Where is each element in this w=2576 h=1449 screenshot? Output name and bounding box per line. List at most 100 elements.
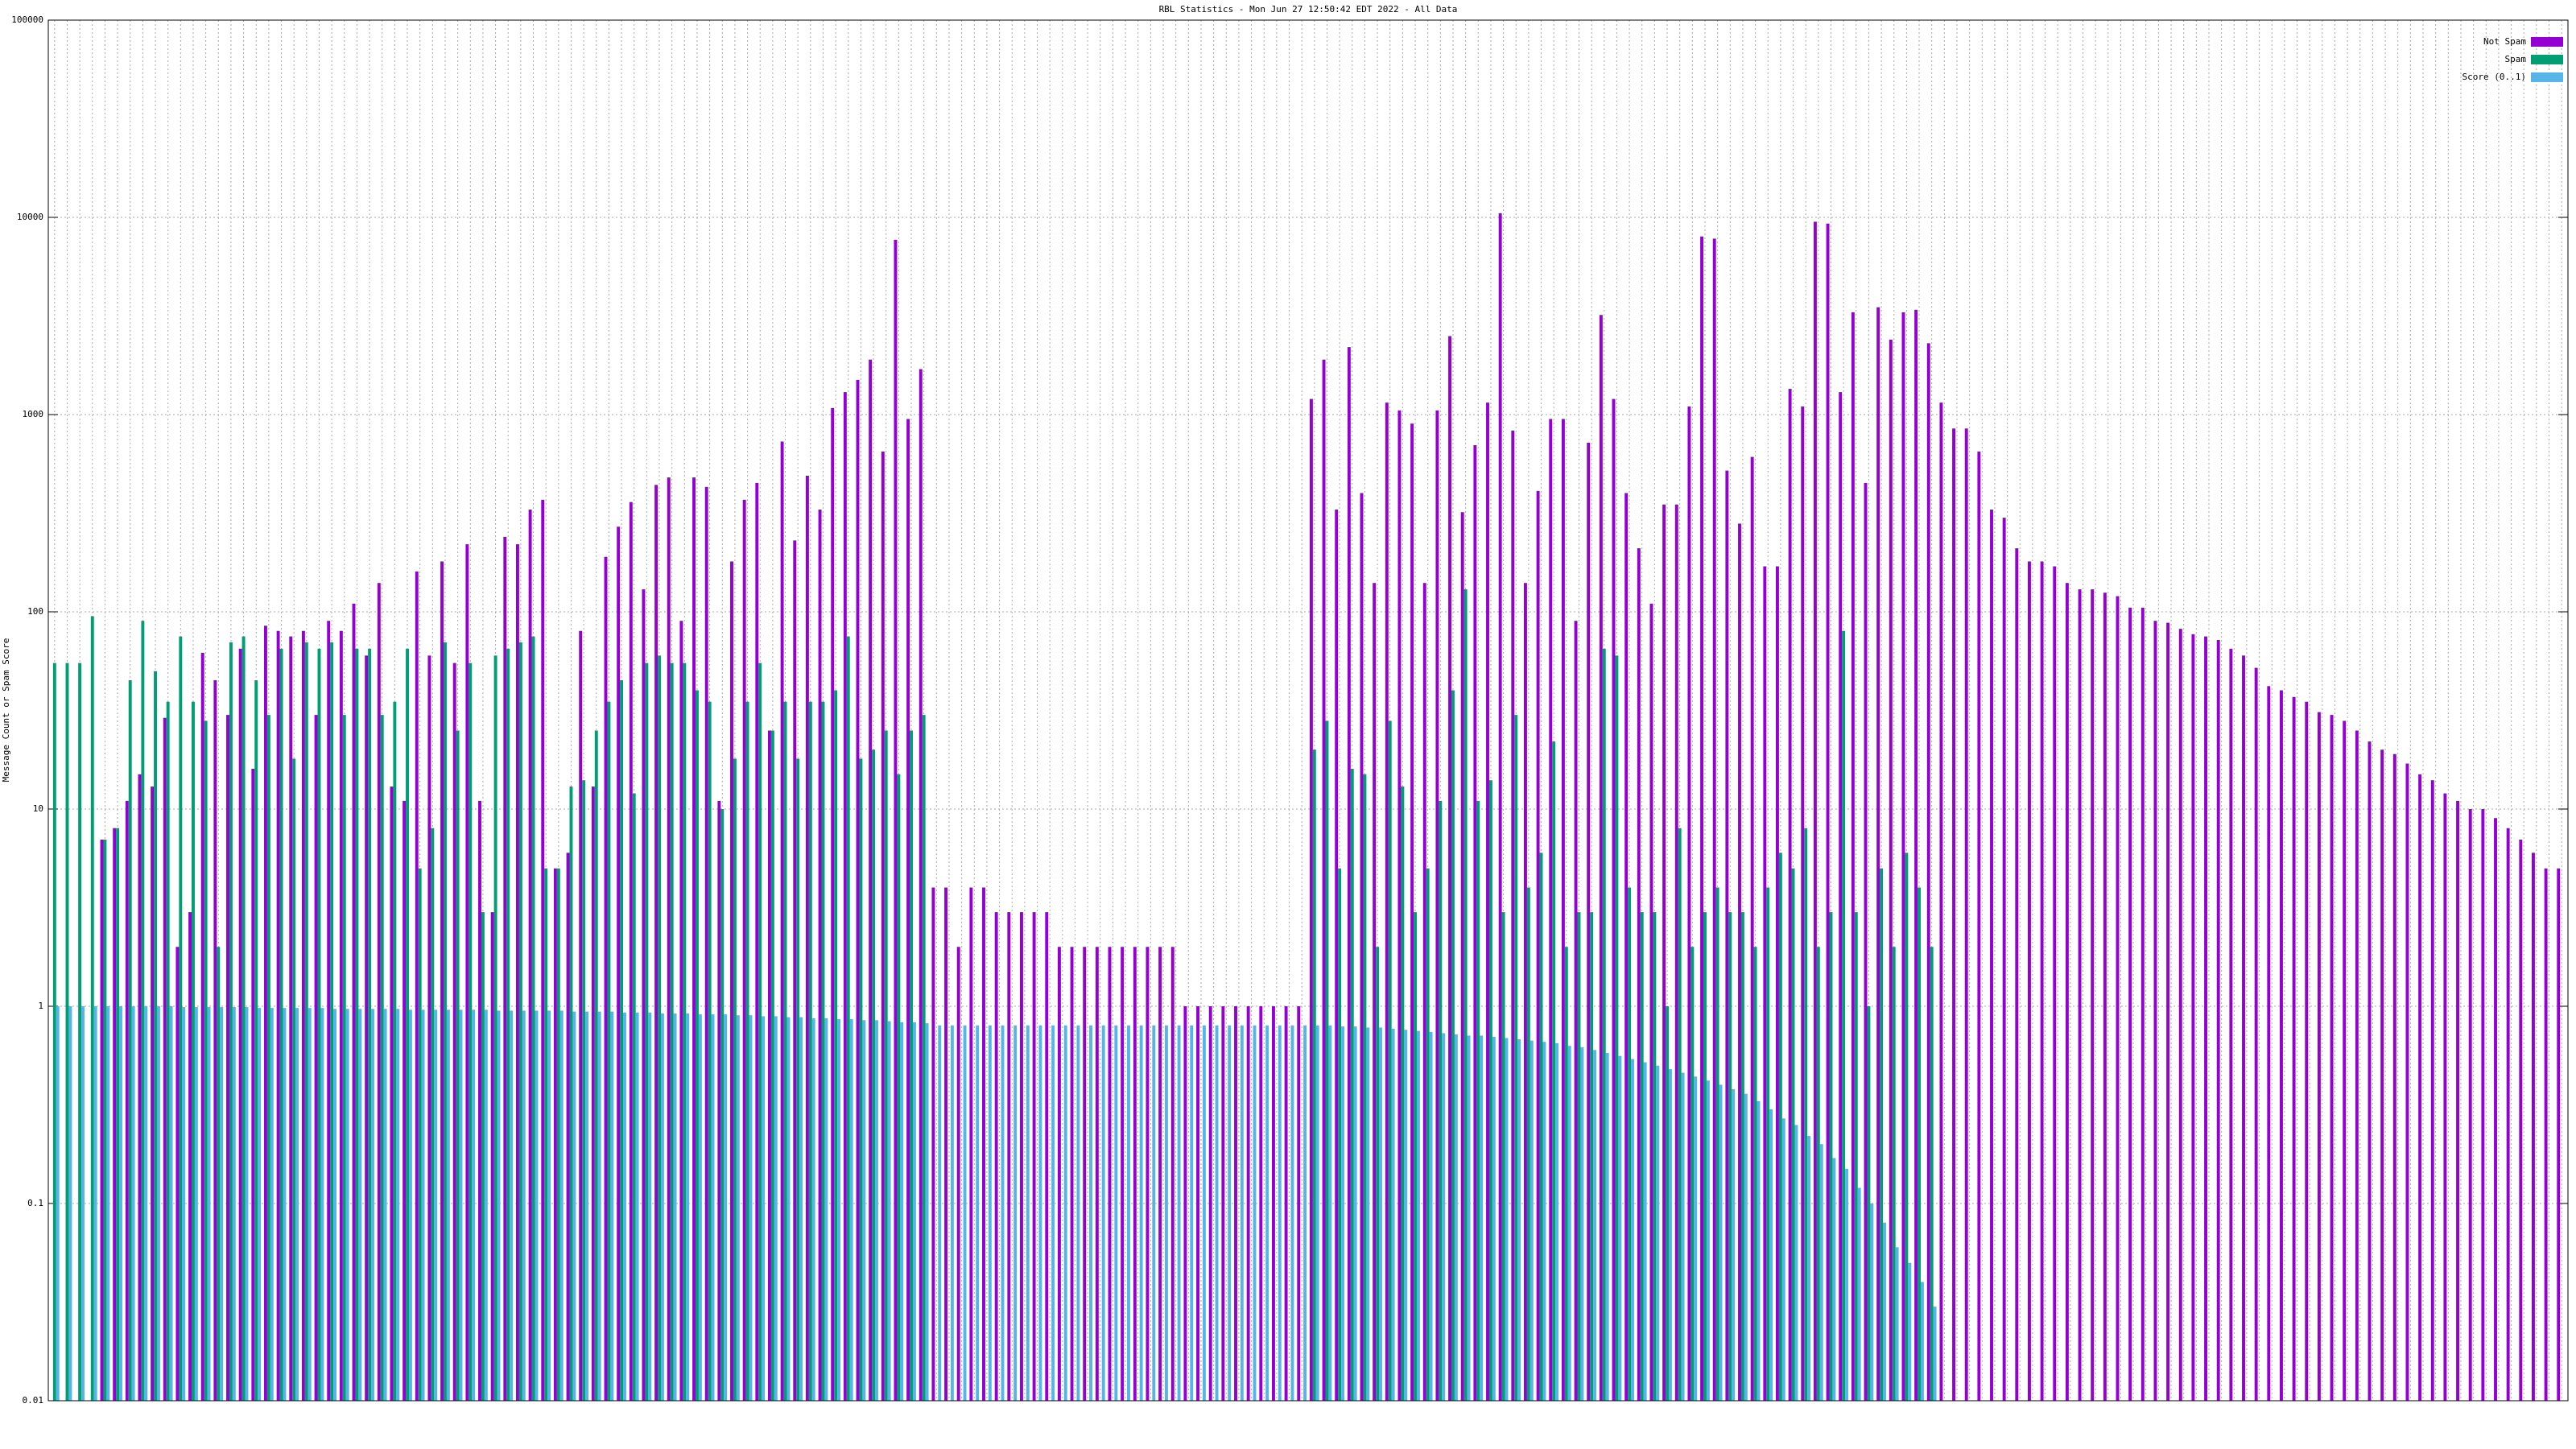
bar [796, 758, 800, 1401]
bar [144, 1006, 148, 1401]
bar [1649, 603, 1653, 1401]
bar [1524, 583, 1527, 1401]
bar [175, 947, 180, 1401]
bar [1240, 1025, 1244, 1401]
bar [925, 1023, 929, 1401]
bar [2216, 639, 2220, 1401]
bar [242, 636, 246, 1401]
bar [1253, 1025, 1257, 1401]
bar [141, 621, 145, 1401]
bar [1574, 621, 1578, 1401]
bar [774, 1016, 778, 1401]
bar [68, 1006, 72, 1401]
bar [919, 369, 923, 1401]
bar [238, 648, 242, 1401]
bar [1463, 589, 1468, 1401]
bar [200, 652, 204, 1401]
bar [1964, 428, 1968, 1401]
bar [506, 648, 510, 1401]
legend-label: Score (0..1) [2462, 72, 2526, 82]
bar [2053, 566, 2057, 1401]
bar [154, 671, 157, 1401]
bar [2040, 561, 2044, 1401]
bar [572, 1011, 576, 1401]
bar [1414, 912, 1417, 1401]
bar [635, 1012, 639, 1401]
bar [497, 1010, 501, 1401]
bar [2015, 548, 2019, 1401]
bar [1624, 493, 1629, 1401]
bar [1309, 398, 1313, 1401]
bar [1628, 887, 1632, 1401]
bar [93, 1006, 97, 1401]
bar [1208, 1006, 1212, 1401]
bar [2065, 583, 2069, 1401]
bar [327, 621, 331, 1401]
bar [1712, 238, 1716, 1402]
bar [1542, 1042, 1546, 1401]
bar [1290, 1025, 1294, 1401]
bar [654, 485, 658, 1402]
bar [1804, 828, 1808, 1401]
bar [1681, 1072, 1685, 1401]
bar [1492, 1036, 1496, 1401]
bar [1694, 1076, 1698, 1401]
bar [217, 947, 221, 1401]
bar [843, 392, 847, 1402]
bar [660, 1013, 664, 1401]
bar [1564, 947, 1568, 1401]
bar [834, 690, 838, 1401]
y-tick-label: 0.1 [27, 1198, 43, 1208]
bar [1297, 1006, 1301, 1401]
legend-swatch [2531, 55, 2563, 64]
bar [758, 663, 762, 1401]
bar [289, 636, 293, 1401]
bar [1612, 398, 1616, 1401]
bar [371, 1009, 374, 1401]
bar [1363, 774, 1367, 1401]
bar [887, 1021, 891, 1401]
bar [963, 1025, 967, 1401]
bar [749, 1015, 753, 1401]
bar [783, 701, 787, 1401]
bar [1322, 359, 1326, 1402]
bar [1618, 1055, 1622, 1401]
bar [553, 868, 557, 1401]
bar [1637, 548, 1641, 1401]
bar [1070, 947, 1074, 1401]
bar [2166, 622, 2170, 1401]
bar [704, 486, 708, 1401]
bar [1769, 1109, 1773, 1401]
bar [956, 947, 960, 1401]
bar [585, 1011, 588, 1401]
bar [969, 887, 973, 1401]
bar [1325, 720, 1329, 1401]
bar [2532, 852, 2535, 1401]
bar [1133, 947, 1137, 1401]
bar [1776, 566, 1779, 1401]
bar [730, 561, 733, 1401]
bar [862, 1020, 866, 1401]
bar [131, 1006, 135, 1401]
bar [724, 1014, 728, 1401]
bar [1183, 1006, 1187, 1401]
bar [1842, 630, 1846, 1401]
bar [1488, 780, 1492, 1401]
legend-label: Not Spam [2483, 36, 2526, 47]
bar [2153, 621, 2157, 1401]
bar [1763, 566, 1767, 1401]
bar [270, 1008, 274, 1401]
bar [258, 1008, 262, 1401]
bar [1278, 1025, 1282, 1401]
bar [192, 701, 195, 1401]
bar [988, 1025, 992, 1401]
bar [1001, 1025, 1005, 1401]
bar [670, 663, 674, 1401]
bar [510, 1010, 514, 1401]
bar [1259, 1006, 1263, 1401]
bar [894, 239, 898, 1401]
bar [266, 715, 270, 1401]
bar [1076, 1025, 1080, 1401]
bar [383, 1009, 387, 1401]
bar [1536, 490, 1540, 1402]
